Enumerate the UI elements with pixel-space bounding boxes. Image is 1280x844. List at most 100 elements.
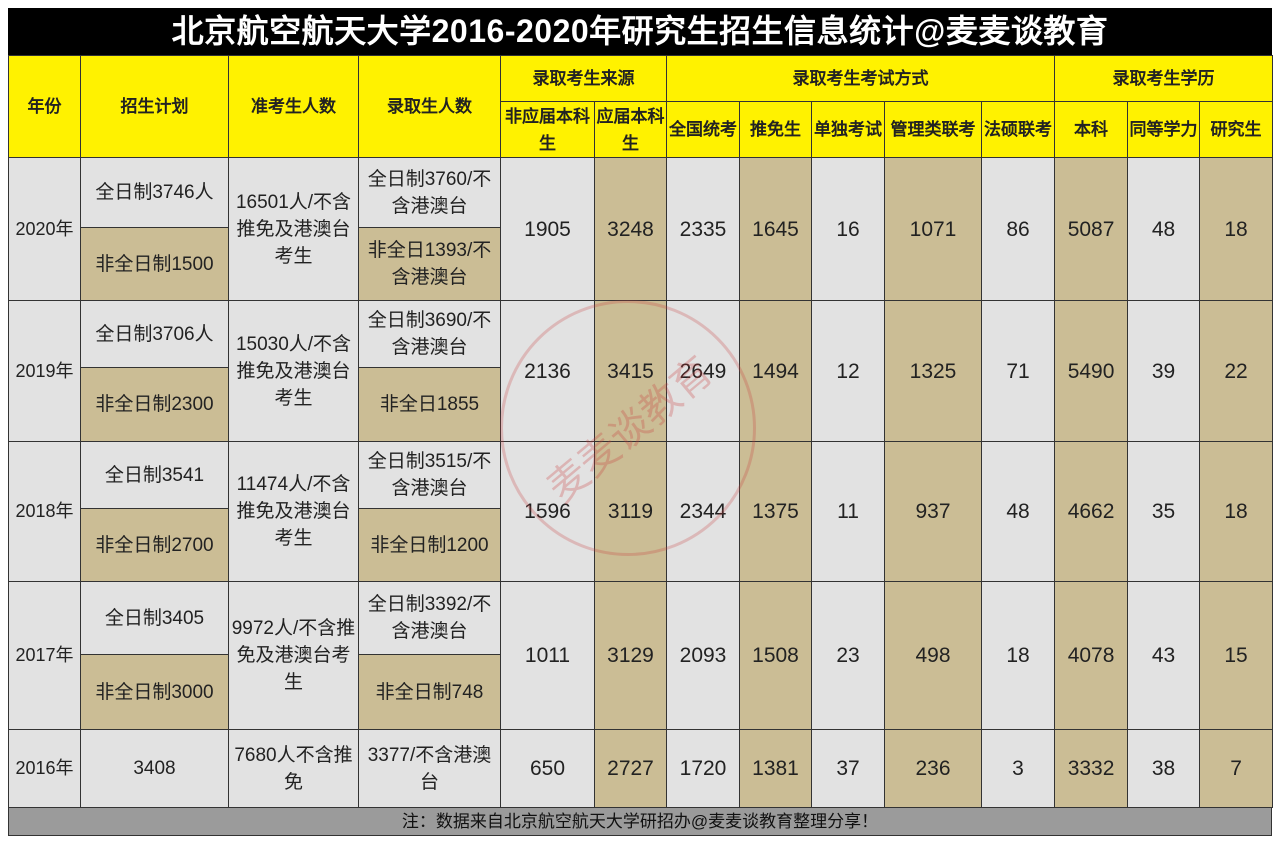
value-cell: 16 bbox=[811, 157, 885, 301]
admitted-full-cell: 全日制3515/不含港澳台 bbox=[358, 441, 501, 509]
header-subcolumn: 推免生 bbox=[739, 101, 812, 158]
value-cell: 1596 bbox=[500, 441, 595, 582]
header-year: 年份 bbox=[8, 55, 81, 158]
header-applicants: 准考生人数 bbox=[228, 55, 359, 158]
footer-note: 注：数据来自北京航空航天大学研招办@麦麦谈教育整理分享！ bbox=[8, 808, 1272, 836]
value-cell: 498 bbox=[884, 581, 982, 730]
value-cell: 3248 bbox=[594, 157, 667, 301]
table-row: 2016年 3408 7680人不含推免 3377/不含港澳台 650 2727 1720 1… bbox=[8, 729, 1274, 808]
value-cell: 35 bbox=[1127, 441, 1201, 582]
plan-full-cell: 全日制3706人 bbox=[80, 300, 229, 368]
value-cell: 2335 bbox=[666, 157, 740, 301]
value-cell: 3119 bbox=[594, 441, 667, 582]
plan-full-cell: 全日制3405 bbox=[80, 581, 229, 655]
value-cell: 5087 bbox=[1054, 157, 1129, 301]
value-cell: 38 bbox=[1127, 729, 1201, 808]
table-row: 2017年 全日制3405 9972人/不含推免及港澳台考生 全日制3392/不含港澳… bbox=[8, 581, 1274, 730]
value-cell: 2136 bbox=[500, 300, 595, 442]
header-subcolumn: 管理类联考 bbox=[884, 101, 982, 158]
admitted-full-cell: 全日制3392/不含港澳台 bbox=[358, 581, 501, 655]
header-subcolumn: 单独考试 bbox=[811, 101, 885, 158]
header-admitted: 录取生人数 bbox=[358, 55, 501, 158]
header-subcolumn: 法硕联考 bbox=[980, 101, 1056, 158]
header-group-source: 录取考生来源 bbox=[500, 55, 667, 102]
value-cell: 1375 bbox=[739, 441, 812, 582]
value-cell: 2344 bbox=[666, 441, 740, 582]
admitted-part-cell: 非全日制748 bbox=[358, 654, 501, 730]
applicants-cell: 16501人/不含推免及港澳台考生 bbox=[228, 157, 359, 301]
value-cell: 43 bbox=[1127, 581, 1201, 730]
table-row: 2018年 全日制3541 11474人/不含推免及港澳台考生 全日制3515/不含港… bbox=[8, 441, 1274, 582]
table-row: 2019年 全日制3706人 15030人/不含推免及港澳台考生 全日制3690/不含… bbox=[8, 300, 1274, 442]
value-cell: 5490 bbox=[1054, 300, 1129, 442]
plan-full-cell: 全日制3746人 bbox=[80, 157, 229, 228]
value-cell: 18 bbox=[980, 581, 1056, 730]
admitted-part-cell: 非全日1855 bbox=[358, 367, 501, 442]
value-cell: 15 bbox=[1199, 581, 1274, 730]
value-cell: 39 bbox=[1127, 300, 1201, 442]
value-cell: 650 bbox=[500, 729, 595, 808]
value-cell: 7 bbox=[1199, 729, 1274, 808]
value-cell: 2727 bbox=[594, 729, 667, 808]
value-cell: 23 bbox=[811, 581, 885, 730]
plan-full-cell: 3408 bbox=[80, 729, 229, 808]
value-cell: 4078 bbox=[1054, 581, 1129, 730]
value-cell: 37 bbox=[811, 729, 885, 808]
value-cell: 1508 bbox=[739, 581, 812, 730]
value-cell: 2093 bbox=[666, 581, 740, 730]
value-cell: 48 bbox=[1127, 157, 1201, 301]
value-cell: 11 bbox=[811, 441, 885, 582]
plan-part-cell: 非全日制1500 bbox=[80, 227, 229, 301]
year-cell: 2020年 bbox=[8, 157, 81, 301]
value-cell: 1494 bbox=[739, 300, 812, 442]
year-cell: 2018年 bbox=[8, 441, 81, 582]
year-cell: 2019年 bbox=[8, 300, 81, 442]
value-cell: 3332 bbox=[1054, 729, 1129, 808]
value-cell: 48 bbox=[980, 441, 1056, 582]
applicants-cell: 7680人不含推免 bbox=[228, 729, 359, 808]
year-cell: 2017年 bbox=[8, 581, 81, 730]
header-group-education: 录取考生学历 bbox=[1054, 55, 1274, 102]
plan-part-cell: 非全日制2300 bbox=[80, 367, 229, 442]
value-cell: 1011 bbox=[500, 581, 595, 730]
plan-full-cell: 全日制3541 bbox=[80, 441, 229, 509]
value-cell: 18 bbox=[1199, 441, 1274, 582]
admitted-full-cell: 全日制3760/不含港澳台 bbox=[358, 157, 501, 228]
value-cell: 1720 bbox=[666, 729, 740, 808]
stats-table-image: 北京航空航天大学2016-2020年研究生招生信息统计@麦麦谈教育 年份 招生计… bbox=[8, 8, 1274, 836]
header-subcolumn: 同等学力 bbox=[1127, 101, 1201, 158]
header-subcolumn: 非应届本科生 bbox=[500, 101, 595, 158]
admitted-full-cell: 3377/不含港澳台 bbox=[358, 729, 501, 808]
header-subcolumn: 本科 bbox=[1054, 101, 1129, 158]
table-subrow: 非全日制2300 非全日1855 bbox=[9, 367, 1273, 442]
value-cell: 3 bbox=[980, 729, 1056, 808]
year-cell: 2016年 bbox=[8, 729, 81, 808]
value-cell: 18 bbox=[1199, 157, 1274, 301]
applicants-cell: 15030人/不含推免及港澳台考生 bbox=[228, 300, 359, 442]
header-subcolumn: 研究生 bbox=[1199, 101, 1274, 158]
value-cell: 236 bbox=[884, 729, 982, 808]
value-cell: 1071 bbox=[884, 157, 982, 301]
applicants-cell: 9972人/不含推免及港澳台考生 bbox=[228, 581, 359, 730]
table-subrow: 非全日制1500 非全日1393/不含港澳台 bbox=[9, 227, 1273, 301]
plan-part-cell: 非全日制2700 bbox=[80, 508, 229, 582]
value-cell: 1905 bbox=[500, 157, 595, 301]
table-subrow: 非全日制3000 非全日制748 bbox=[9, 654, 1273, 730]
value-cell: 22 bbox=[1199, 300, 1274, 442]
plan-part-cell: 非全日制3000 bbox=[80, 654, 229, 730]
value-cell: 86 bbox=[980, 157, 1056, 301]
admitted-part-cell: 非全日1393/不含港澳台 bbox=[358, 227, 501, 301]
header-subcolumn: 全国统考 bbox=[666, 101, 740, 158]
value-cell: 937 bbox=[884, 441, 982, 582]
admitted-full-cell: 全日制3690/不含港澳台 bbox=[358, 300, 501, 368]
header-subcolumn: 应届本科生 bbox=[594, 101, 667, 158]
page-title: 北京航空航天大学2016-2020年研究生招生信息统计@麦麦谈教育 bbox=[8, 8, 1272, 55]
value-cell: 3415 bbox=[594, 300, 667, 442]
value-cell: 71 bbox=[980, 300, 1056, 442]
value-cell: 12 bbox=[811, 300, 885, 442]
value-cell: 4662 bbox=[1054, 441, 1129, 582]
value-cell: 3129 bbox=[594, 581, 667, 730]
header-group-exam-type: 录取考生考试方式 bbox=[665, 55, 1056, 102]
value-cell: 1381 bbox=[739, 729, 812, 808]
stats-table: 年份 招生计划 准考生人数 录取生人数 录取考生来源 录取考生考试方式 录取考生… bbox=[8, 55, 1274, 808]
